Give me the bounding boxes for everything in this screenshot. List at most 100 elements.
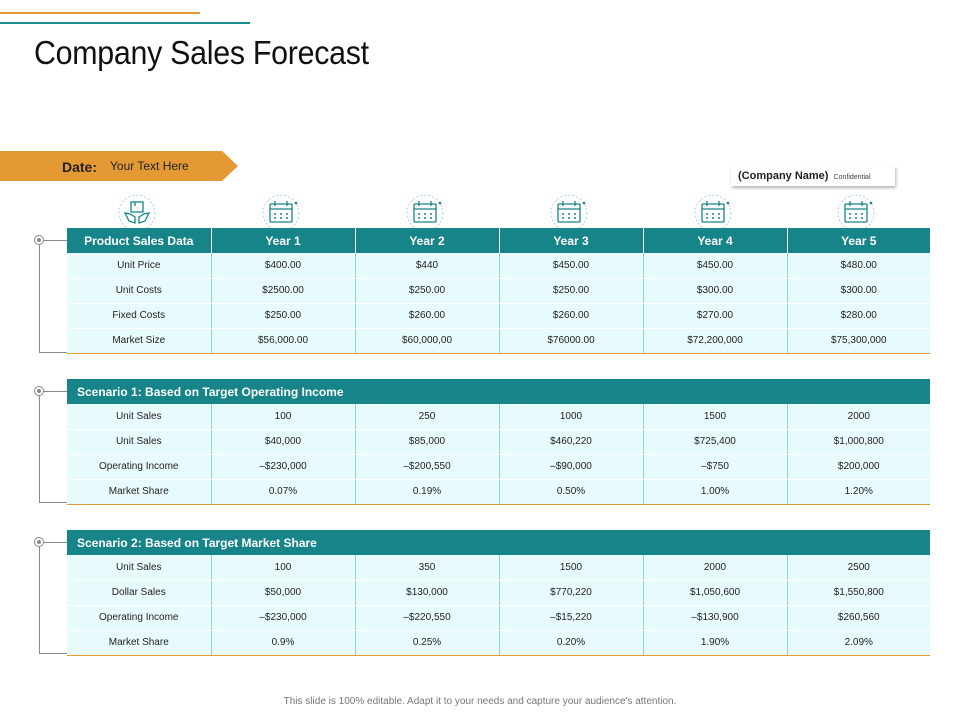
bracket-connector xyxy=(45,391,69,392)
table-cell: $72,200,000 xyxy=(643,328,788,354)
header-cell: Year 4 xyxy=(643,228,788,253)
table-row: Operating Income –$230,000 –$200,550 –$9… xyxy=(67,454,931,480)
section-bracket xyxy=(39,391,67,503)
row-label: Unit Price xyxy=(67,253,212,279)
table-cell: 1.20% xyxy=(787,479,931,505)
table-cell: $200,000 xyxy=(787,454,931,480)
table-cell: $260.00 xyxy=(499,303,644,329)
table-cell: $85,000 xyxy=(355,429,500,455)
table-cell: –$200,550 xyxy=(355,454,500,480)
table-row: Market Share 0.9% 0.25% 0.20% 1.90% 2.09… xyxy=(67,630,931,656)
table-cell: 100 xyxy=(211,555,356,581)
table-cell: 2000 xyxy=(787,404,931,430)
company-name: (Company Name) xyxy=(738,170,829,182)
scenario-header-row: Scenario 2: Based on Target Market Share xyxy=(67,530,931,555)
table-cell: $460,220 xyxy=(499,429,644,455)
row-label: Market Share xyxy=(67,630,212,656)
table-cell: –$230,000 xyxy=(211,605,356,631)
bracket-dot xyxy=(34,386,44,396)
company-name-box[interactable]: (Company Name) Confidential xyxy=(731,166,895,186)
date-value[interactable]: Your Text Here xyxy=(110,159,189,173)
table-row: Dollar Sales $50,000 $130,000 $770,220 $… xyxy=(67,580,931,606)
table-row: Unit Costs $2500.00 $250.00 $250.00 $300… xyxy=(67,278,930,304)
row-label: Operating Income xyxy=(67,454,212,480)
header-cell: Year 2 xyxy=(355,228,500,253)
table-cell: $250.00 xyxy=(499,278,644,304)
table-cell: 1000 xyxy=(499,404,644,430)
header-cell: Year 1 xyxy=(211,228,356,253)
table-row: Unit Price $400.00 $440 $450.00 $450.00 … xyxy=(67,253,930,279)
bracket-connector xyxy=(45,240,69,241)
calendar-icon xyxy=(836,193,876,233)
table-cell: 0.50% xyxy=(499,479,644,505)
row-label: Unit Costs xyxy=(67,278,212,304)
table-cell: –$90,000 xyxy=(499,454,644,480)
scenario-2-table: Scenario 2: Based on Target Market Share… xyxy=(67,530,931,656)
scenario-header-row: Scenario 1: Based on Target Operating In… xyxy=(67,379,931,404)
table-cell: 0.25% xyxy=(355,630,500,656)
table-cell: 0.9% xyxy=(211,630,356,656)
table-cell: $450.00 xyxy=(643,253,788,279)
table-row: Market Size $56,000.00 $60,000,00 $76000… xyxy=(67,328,930,354)
table-cell: –$750 xyxy=(643,454,788,480)
bracket-dot xyxy=(34,235,44,245)
confidential-note: Confidential xyxy=(833,174,871,181)
footer-note: This slide is 100% editable. Adapt it to… xyxy=(283,696,677,707)
table-cell: $76000.00 xyxy=(499,328,644,354)
table-cell: $300.00 xyxy=(787,278,930,304)
table-cell: 2500 xyxy=(787,555,931,581)
table-row: Unit Sales 100 350 1500 2000 2500 xyxy=(67,555,931,581)
calendar-icon xyxy=(693,193,733,233)
scenario-1-title: Scenario 1: Based on Target Operating In… xyxy=(67,379,931,404)
table-cell: 0.20% xyxy=(499,630,644,656)
row-label: Dollar Sales xyxy=(67,580,212,606)
row-label: Operating Income xyxy=(67,605,212,631)
table-cell: –$230,000 xyxy=(211,454,356,480)
table-cell: 0.19% xyxy=(355,479,500,505)
table-cell: $60,000,00 xyxy=(355,328,500,354)
calendar-icon xyxy=(405,193,445,233)
table-cell: $50,000 xyxy=(211,580,356,606)
date-label: Date: xyxy=(62,159,98,175)
table-cell: $75,300,000 xyxy=(787,328,930,354)
table-cell: 2.09% xyxy=(787,630,931,656)
table-cell: $130,000 xyxy=(355,580,500,606)
table-cell: $1,550,800 xyxy=(787,580,931,606)
table-row: Unit Sales $40,000 $85,000 $460,220 $725… xyxy=(67,429,931,455)
table-cell: $725,400 xyxy=(643,429,788,455)
hands-box-icon xyxy=(117,193,157,233)
header-cell: Year 3 xyxy=(499,228,644,253)
table-cell: 1.90% xyxy=(643,630,788,656)
accent-line-orange xyxy=(0,12,200,14)
calendar-icon xyxy=(261,193,301,233)
bracket-dot xyxy=(34,537,44,547)
row-label: Unit Sales xyxy=(67,429,212,455)
table-cell: $260,560 xyxy=(787,605,931,631)
table-cell: 250 xyxy=(355,404,500,430)
table-cell: $56,000.00 xyxy=(211,328,356,354)
accent-line-teal xyxy=(0,22,250,24)
table-cell: $260.00 xyxy=(355,303,500,329)
date-banner xyxy=(0,151,238,181)
bracket-connector xyxy=(45,542,69,543)
table-cell: $1,050,600 xyxy=(643,580,788,606)
table-header-row: Product Sales Data Year 1 Year 2 Year 3 … xyxy=(67,228,930,253)
table-cell: $40,000 xyxy=(211,429,356,455)
table-cell: 0.07% xyxy=(211,479,356,505)
product-sales-table: Product Sales Data Year 1 Year 2 Year 3 … xyxy=(67,228,930,354)
section-bracket xyxy=(39,542,67,654)
row-label: Unit Sales xyxy=(67,404,212,430)
section-bracket xyxy=(39,240,67,353)
table-cell: $250.00 xyxy=(211,303,356,329)
table-cell: –$220,550 xyxy=(355,605,500,631)
table-cell: $450.00 xyxy=(499,253,644,279)
table-cell: $2500.00 xyxy=(211,278,356,304)
row-label: Market Size xyxy=(67,328,212,354)
table-cell: $270.00 xyxy=(643,303,788,329)
row-label: Unit Sales xyxy=(67,555,212,581)
row-label: Market Share xyxy=(67,479,212,505)
table-cell: 2000 xyxy=(643,555,788,581)
header-cell: Product Sales Data xyxy=(67,228,212,253)
table-cell: $480.00 xyxy=(787,253,930,279)
scenario-2-title: Scenario 2: Based on Target Market Share xyxy=(67,530,931,555)
